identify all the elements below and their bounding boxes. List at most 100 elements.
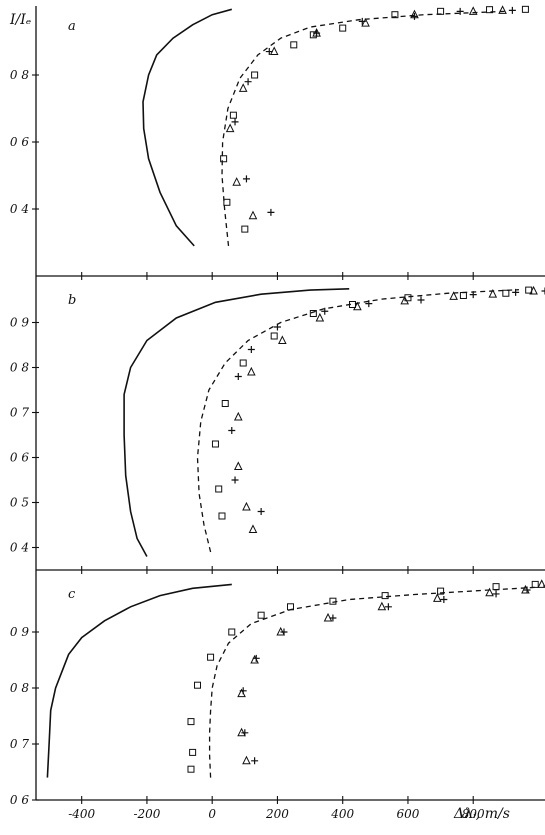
plus-point [228,427,236,434]
x-axis-label: Δλᵢ, m/s [453,806,510,822]
dashed-line [196,289,519,553]
panel-label: b [68,293,76,308]
triangle-point [247,366,256,376]
plus-point [313,29,321,37]
square-point [189,748,197,756]
triangle-point [278,335,287,344]
square-point [220,155,228,163]
plus-point [329,614,337,622]
plus-point [523,586,531,594]
square-point [391,11,399,19]
dashed-line [208,586,539,778]
y-tick-label: 0 6 [10,451,29,465]
y-tick-label: 0 6 [10,135,29,149]
plus-point [239,687,247,695]
square-point [221,400,229,407]
triangle-point [433,593,442,602]
plus-point [247,346,255,353]
y-axis-label: I/Iₑ [9,12,31,28]
plus-point [280,628,288,636]
x-tick-label: -200 [133,807,160,821]
square-point [287,603,294,611]
triangle-point [361,17,370,27]
plus-point [469,291,477,299]
square-point [329,597,337,605]
x-tick-label: 200 [265,807,289,821]
plus-point [273,323,281,331]
plus-point [456,7,464,15]
triangle-point [233,411,243,421]
square-point [459,292,467,299]
triangle-point [238,83,248,92]
plus-point [265,48,273,56]
x-tick-label: 600 [397,807,420,821]
plus-point [440,596,448,604]
triangle-point [485,587,494,597]
plus-point [231,118,239,126]
plus-point [358,17,366,25]
x-tick-label: 800 [462,807,485,821]
square-point [251,71,259,79]
y-tick-label: 0 8 [10,68,29,82]
plus-point [417,296,425,304]
solid-line [123,288,350,557]
square-point [229,111,237,119]
square-point [492,583,500,591]
triangle-point [225,123,235,133]
y-tick-label: 0 9 [10,316,29,330]
solid-line [142,8,233,247]
y-tick-label: 0 9 [10,625,29,639]
triangle-point [353,301,362,311]
triangle-point [488,289,498,298]
panel-c: 0 6 0 7 0 8 0 9 c [10,579,545,807]
panel-a: 0 4 0 6 0 8 a [10,5,545,280]
square-point [187,765,195,773]
panel-b: 0 4 0 5 0 6 0 7 0 8 0 9 b [10,285,545,574]
triangle-point [529,285,538,295]
triangle-point [233,461,243,470]
y-tick-label: 0 7 [10,406,29,420]
y-tick-label: 0 8 [10,361,29,375]
plus-point [508,6,516,14]
x-tick-label: 0 [208,807,216,821]
plus-point [234,373,242,380]
triangle-point [537,579,545,588]
plus-point [231,476,239,484]
triangle-point [232,177,241,186]
plus-point [242,175,250,183]
triangle-point [449,291,458,300]
square-point [270,332,278,340]
triangle-point [468,6,478,15]
solid-line [46,583,232,778]
y-tick-label: 0 5 [10,496,29,510]
plus-point [251,757,259,765]
y-tick-label: 0 4 [10,202,29,216]
plus-point [244,78,252,86]
y-tick-label: 0 7 [10,737,29,751]
square-point [207,653,215,661]
x-tick-label: -400 [68,807,95,821]
square-point [339,24,347,32]
square-point [348,301,356,308]
square-point [223,198,231,206]
square-point [381,592,389,600]
triangle-point [315,312,325,322]
square-point [437,587,445,595]
y-tick-label: 0 6 [10,793,29,807]
plus-point [410,12,418,20]
square-point [257,611,265,619]
triangle-point [250,654,259,664]
y-tick-label: 0 8 [10,681,29,695]
square-point [194,681,202,689]
square-point [309,310,317,317]
triangle-point [377,601,387,611]
triangle-point [498,5,507,14]
square-point [215,485,223,493]
square-point [187,718,195,726]
panel-label: a [68,19,76,34]
square-point [502,289,510,297]
plus-point [257,508,265,515]
square-point [437,7,445,15]
dashed-line [221,10,506,246]
